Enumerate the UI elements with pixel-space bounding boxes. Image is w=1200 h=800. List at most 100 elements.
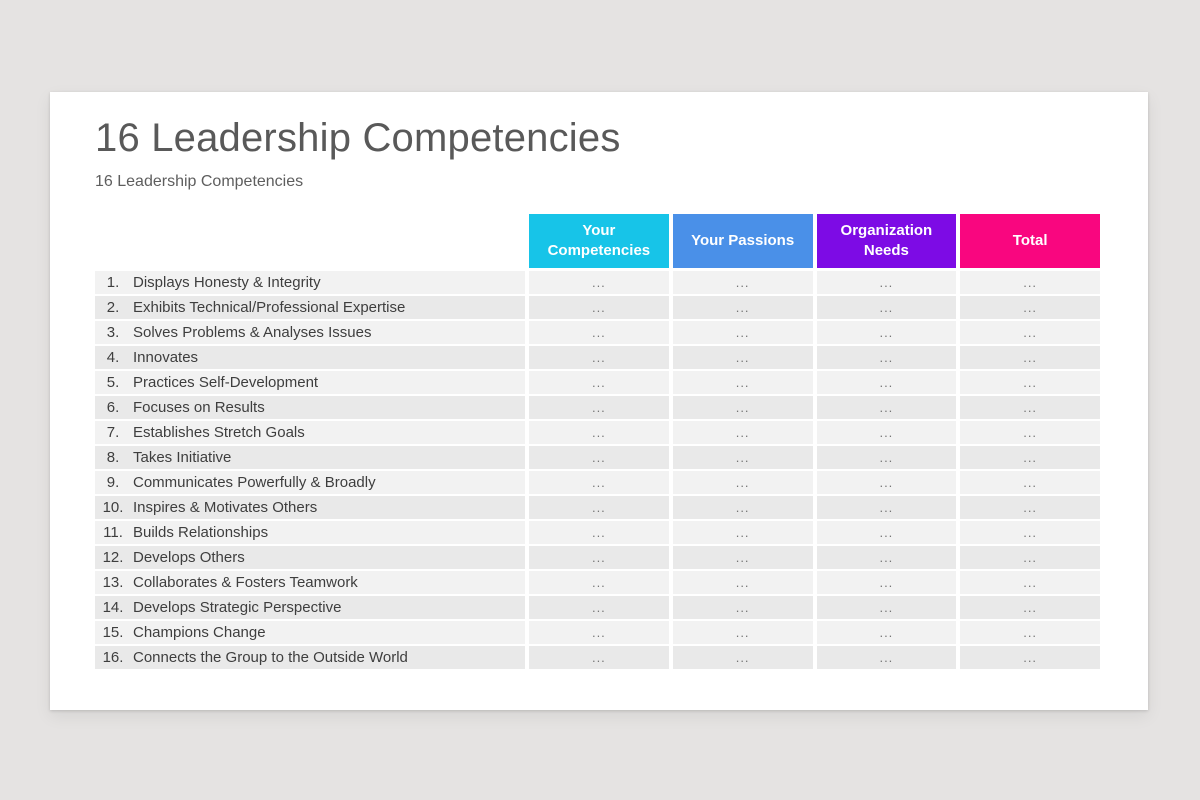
value-cell-your-competencies: ...: [529, 471, 669, 494]
competency-label: Exhibits Technical/Professional Expertis…: [133, 299, 406, 316]
value-cell-organization-needs: ...: [816, 496, 957, 519]
value-cell-organization-needs: ...: [816, 546, 957, 569]
competency-label: Builds Relationships: [133, 524, 269, 541]
competency-label: Connects the Group to the Outside World: [133, 649, 408, 666]
table-row: 5. Practices Self-Development ... ... ..…: [95, 371, 1100, 394]
slide-title: 16 Leadership Competencies: [95, 116, 621, 160]
competency-cell: 9. Communicates Powerfully & Broadly: [95, 471, 525, 494]
competency-number: 1.: [106, 274, 120, 291]
value-cell-your-competencies: ...: [529, 396, 669, 419]
table-row: 16. Connects the Group to the Outside Wo…: [95, 646, 1100, 669]
competency-number: 13.: [102, 574, 124, 591]
value-cell-your-competencies: ...: [529, 371, 669, 394]
competency-number: 16.: [102, 649, 124, 666]
competency-cell: 5. Practices Self-Development: [95, 371, 525, 394]
value-cell-total: ...: [960, 346, 1100, 369]
value-cell-organization-needs: ...: [816, 471, 957, 494]
value-cell-total: ...: [960, 471, 1100, 494]
header-your-competencies: Your Competencies: [529, 214, 669, 268]
competency-cell: 3. Solves Problems & Analyses Issues: [95, 321, 525, 344]
competency-cell: 11. Builds Relationships: [95, 521, 525, 544]
value-cell-your-competencies: ...: [529, 646, 669, 669]
competency-cell: 6. Focuses on Results: [95, 396, 525, 419]
competency-label: Champions Change: [133, 624, 266, 641]
competency-cell: 7. Establishes Stretch Goals: [95, 421, 525, 444]
value-cell-organization-needs: ...: [816, 271, 957, 294]
competency-cell: 14. Develops Strategic Perspective: [95, 596, 525, 619]
value-cell-organization-needs: ...: [816, 371, 957, 394]
value-cell-total: ...: [960, 571, 1100, 594]
competency-label: Collaborates & Fosters Teamwork: [133, 574, 358, 591]
header-organization-needs: Organization Needs: [816, 214, 957, 268]
competency-cell: 15. Champions Change: [95, 621, 525, 644]
value-cell-organization-needs: ...: [816, 646, 957, 669]
table-row: 11. Builds Relationships ... ... ... ...: [95, 521, 1100, 544]
value-cell-your-passions: ...: [672, 521, 813, 544]
value-cell-organization-needs: ...: [816, 446, 957, 469]
value-cell-your-passions: ...: [672, 646, 813, 669]
table-row: 2. Exhibits Technical/Professional Exper…: [95, 296, 1100, 319]
value-cell-total: ...: [960, 271, 1100, 294]
competency-label: Practices Self-Development: [133, 374, 319, 391]
value-cell-organization-needs: ...: [816, 296, 957, 319]
value-cell-total: ...: [960, 421, 1100, 444]
value-cell-your-passions: ...: [672, 371, 813, 394]
competency-number: 2.: [106, 299, 120, 316]
value-cell-your-competencies: ...: [529, 596, 669, 619]
competency-number: 7.: [106, 424, 120, 441]
table-row: 9. Communicates Powerfully & Broadly ...…: [95, 471, 1100, 494]
competency-cell: 13. Collaborates & Fosters Teamwork: [95, 571, 525, 594]
competency-label: Takes Initiative: [133, 449, 232, 466]
table-row: 3. Solves Problems & Analyses Issues ...…: [95, 321, 1100, 344]
slide-subtitle: 16 Leadership Competencies: [95, 173, 304, 190]
value-cell-total: ...: [960, 396, 1100, 419]
competency-cell: 4. Innovates: [95, 346, 525, 369]
value-cell-your-passions: ...: [672, 396, 813, 419]
header-your-passions: Your Passions: [672, 214, 813, 268]
value-cell-your-passions: ...: [672, 321, 813, 344]
competency-cell: 12. Develops Others: [95, 546, 525, 569]
competency-number: 3.: [106, 324, 120, 341]
competency-label: Displays Honesty & Integrity: [133, 274, 321, 291]
value-cell-your-competencies: ...: [529, 296, 669, 319]
value-cell-your-passions: ...: [672, 496, 813, 519]
competency-label: Develops Strategic Perspective: [133, 599, 342, 616]
value-cell-your-passions: ...: [672, 446, 813, 469]
header-spacer-cell: [95, 214, 525, 268]
competency-cell: 10. Inspires & Motivates Others: [95, 496, 525, 519]
value-cell-organization-needs: ...: [816, 571, 957, 594]
header-total: Total: [960, 214, 1100, 268]
value-cell-organization-needs: ...: [816, 396, 957, 419]
competency-number: 15.: [102, 624, 124, 641]
competency-label: Solves Problems & Analyses Issues: [133, 324, 372, 341]
value-cell-your-competencies: ...: [529, 346, 669, 369]
value-cell-your-competencies: ...: [529, 621, 669, 644]
value-cell-your-competencies: ...: [529, 571, 669, 594]
competency-label: Develops Others: [133, 549, 245, 566]
competency-number: 8.: [106, 449, 120, 466]
competency-number: 5.: [106, 374, 120, 391]
value-cell-organization-needs: ...: [816, 621, 957, 644]
table-row: 12. Develops Others ... ... ... ...: [95, 546, 1100, 569]
value-cell-organization-needs: ...: [816, 596, 957, 619]
competency-cell: 16. Connects the Group to the Outside Wo…: [95, 646, 525, 669]
competency-label: Inspires & Motivates Others: [133, 499, 318, 516]
value-cell-total: ...: [960, 596, 1100, 619]
table-header-row: Your Competencies Your Passions Organiza…: [95, 214, 1100, 268]
competency-number: 14.: [102, 599, 124, 616]
table-body: 1. Displays Honesty & Integrity ... ... …: [95, 271, 1100, 669]
competency-cell: 8. Takes Initiative: [95, 446, 525, 469]
competency-number: 9.: [106, 474, 120, 491]
table-row: 14. Develops Strategic Perspective ... .…: [95, 596, 1100, 619]
value-cell-total: ...: [960, 321, 1100, 344]
value-cell-total: ...: [960, 521, 1100, 544]
value-cell-your-passions: ...: [672, 346, 813, 369]
competency-number: 12.: [102, 549, 124, 566]
value-cell-your-passions: ...: [672, 271, 813, 294]
competency-number: 10.: [102, 499, 124, 516]
value-cell-your-competencies: ...: [529, 446, 669, 469]
value-cell-your-passions: ...: [672, 596, 813, 619]
table-row: 6. Focuses on Results ... ... ... ...: [95, 396, 1100, 419]
competency-number: 11.: [103, 524, 123, 541]
